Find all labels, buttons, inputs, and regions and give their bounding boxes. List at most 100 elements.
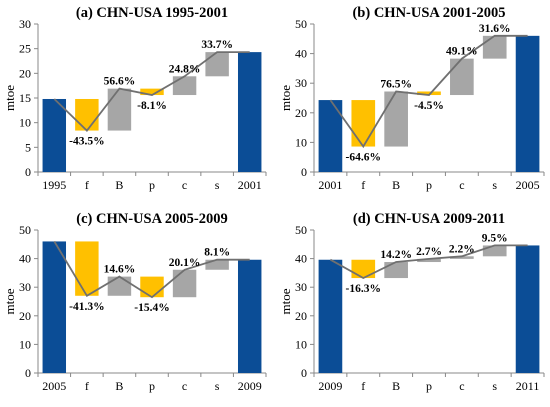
x-tick-label: 2009 bbox=[318, 379, 342, 393]
x-tick-label: p bbox=[149, 379, 155, 393]
bar-negative bbox=[140, 88, 164, 96]
y-tick-label: 10 bbox=[19, 337, 31, 351]
y-tick-label: 50 bbox=[295, 223, 307, 237]
x-tick-label: s bbox=[492, 178, 497, 192]
data-label: 20.1% bbox=[169, 257, 201, 269]
chart-title: (d) CHN-USA 2009-2011 bbox=[353, 211, 505, 227]
x-tick-label: 2005 bbox=[42, 379, 66, 393]
y-tick-label: 50 bbox=[295, 17, 307, 31]
x-tick-label: 2011 bbox=[516, 379, 540, 393]
y-tick-label: 0 bbox=[301, 165, 307, 179]
y-tick-label: 30 bbox=[19, 280, 31, 294]
y-axis-label: mtoe bbox=[2, 85, 17, 111]
x-tick-label: f bbox=[85, 379, 89, 393]
trend-line bbox=[329, 34, 528, 149]
data-label: 31.6% bbox=[479, 23, 511, 35]
bar-endpoint bbox=[515, 35, 540, 173]
x-tick-label: s bbox=[492, 379, 497, 393]
y-axis-label: mtoe bbox=[2, 288, 17, 314]
chart-panel: (a) CHN-USA 1995-2001 mtoe 0 5 10 15 20 25 30 199… bbox=[2, 5, 267, 192]
y-tick-label: 15 bbox=[19, 91, 31, 105]
data-label: -4.5% bbox=[414, 100, 444, 112]
x-tick-label: s bbox=[215, 379, 220, 393]
y-tick-label: 0 bbox=[25, 165, 31, 179]
trend-line bbox=[53, 51, 250, 132]
bar-positive bbox=[172, 76, 197, 96]
bar-negative bbox=[75, 241, 99, 296]
y-tick-label: 40 bbox=[19, 252, 31, 266]
data-label: 24.8% bbox=[169, 63, 201, 75]
y-tick-label: 40 bbox=[295, 47, 307, 61]
y-tick-label: 5 bbox=[25, 140, 31, 154]
x-tick-label: f bbox=[361, 379, 365, 393]
bar-endpoint bbox=[318, 259, 343, 373]
bar-positive bbox=[205, 52, 229, 77]
data-label: -64.6% bbox=[346, 152, 381, 164]
chart-panel: (b) CHN-USA 2001-2005 mtoe 0 10 20 30 40 50 2001… bbox=[278, 5, 545, 192]
chart-panel: (c) CHN-USA 2005-2009 mtoe 0 10 20 30 40 50 2005… bbox=[2, 211, 267, 393]
y-tick-label: 10 bbox=[295, 337, 307, 351]
x-tick-label: c bbox=[182, 178, 187, 192]
x-tick-label: p bbox=[426, 379, 432, 393]
bar-negative bbox=[351, 259, 376, 279]
y-axis-label: mtoe bbox=[278, 288, 293, 314]
bar-positive bbox=[107, 276, 132, 296]
bar-endpoint bbox=[515, 245, 540, 373]
bar-positive bbox=[205, 259, 229, 270]
y-tick-label: 30 bbox=[295, 280, 307, 294]
data-label: 76.5% bbox=[380, 78, 412, 90]
x-tick-label: B bbox=[392, 178, 400, 192]
x-tick-label: s bbox=[215, 178, 220, 192]
y-tick-label: 50 bbox=[19, 223, 31, 237]
x-tick-label: B bbox=[115, 178, 123, 192]
data-label: 2.7% bbox=[416, 246, 442, 258]
data-label: -41.3% bbox=[69, 301, 104, 313]
y-tick-label: 30 bbox=[295, 76, 307, 90]
data-label: 56.6% bbox=[104, 76, 136, 88]
trend-line bbox=[329, 244, 528, 280]
bar-positive bbox=[384, 262, 408, 279]
data-label: 49.1% bbox=[446, 46, 478, 58]
y-tick-label: 20 bbox=[19, 66, 31, 80]
x-tick-label: f bbox=[85, 178, 89, 192]
bar-positive bbox=[107, 88, 132, 131]
bar-negative bbox=[351, 100, 376, 147]
bar-endpoint bbox=[318, 100, 343, 172]
bar-endpoint bbox=[237, 259, 262, 373]
bar-endpoint bbox=[42, 98, 67, 172]
x-tick-label: 2001 bbox=[238, 178, 262, 192]
bar-negative bbox=[75, 98, 99, 131]
y-tick-label: 25 bbox=[19, 42, 31, 56]
bar-negative bbox=[417, 91, 441, 96]
y-tick-label: 10 bbox=[19, 116, 31, 130]
bar-endpoint bbox=[237, 52, 262, 173]
data-label: -43.5% bbox=[69, 136, 104, 148]
bar-positive bbox=[384, 91, 408, 147]
bar-positive bbox=[450, 58, 474, 96]
data-label: 14.6% bbox=[104, 264, 136, 276]
chart-title: (b) CHN-USA 2001-2005 bbox=[352, 5, 505, 21]
y-tick-label: 40 bbox=[295, 252, 307, 266]
y-tick-label: 10 bbox=[295, 135, 307, 149]
y-tick-label: 20 bbox=[295, 309, 307, 323]
x-tick-label: B bbox=[115, 379, 123, 393]
chart-title: (c) CHN-USA 2005-2009 bbox=[76, 211, 227, 227]
trend-line bbox=[53, 240, 250, 299]
data-label: -16.3% bbox=[346, 283, 381, 295]
x-tick-label: 1995 bbox=[42, 178, 66, 192]
x-tick-label: 2005 bbox=[516, 178, 540, 192]
chart-title: (a) CHN-USA 1995-2001 bbox=[76, 5, 228, 21]
bar-positive bbox=[482, 245, 507, 257]
x-tick-label: 2001 bbox=[318, 178, 342, 192]
y-tick-label: 30 bbox=[19, 17, 31, 31]
x-tick-label: f bbox=[361, 178, 365, 192]
data-label: 2.2% bbox=[449, 243, 475, 255]
y-tick-label: 0 bbox=[25, 366, 31, 380]
x-tick-label: c bbox=[459, 178, 464, 192]
x-tick-label: p bbox=[149, 178, 155, 192]
x-tick-label: B bbox=[392, 379, 400, 393]
bar-positive bbox=[172, 269, 197, 298]
x-tick-label: p bbox=[426, 178, 432, 192]
data-label: -8.1% bbox=[137, 100, 167, 112]
y-tick-label: 20 bbox=[295, 106, 307, 120]
